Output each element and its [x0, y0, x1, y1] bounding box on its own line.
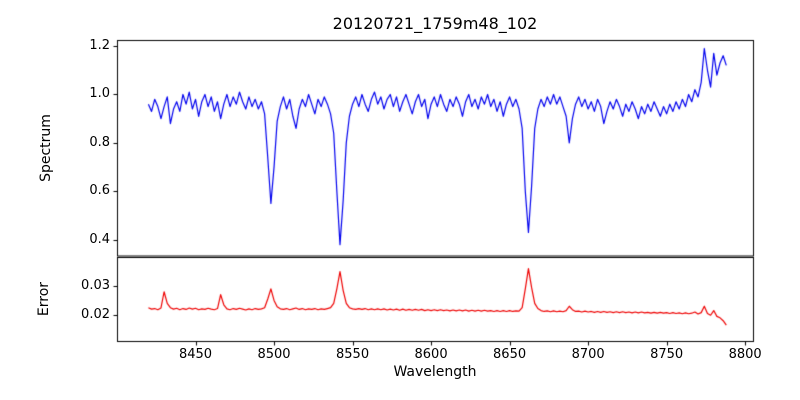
y-tick-label: 1.0: [89, 86, 110, 102]
x-axis-label: Wavelength: [393, 364, 477, 380]
y-tick-label: 0.4: [89, 231, 110, 247]
y-tick-label: 1.2: [89, 38, 110, 54]
x-tick-label: 8450: [178, 347, 213, 362]
x-tick-label: 8600: [414, 347, 448, 362]
y-tick-label: 0.02: [81, 306, 110, 322]
x-tick-label: 8650: [493, 347, 527, 362]
x-tick-label: 8550: [336, 347, 370, 362]
y-tick-label: 0.03: [81, 277, 110, 293]
x-tick-label: 8800: [728, 347, 762, 362]
y-axis-label-spectrum: Spectrum: [38, 114, 54, 182]
x-tick-label: 8700: [571, 347, 605, 362]
y-tick-label: 0.8: [89, 134, 110, 150]
chart-title: 20120721_1759m48_102: [332, 14, 538, 33]
y-tick-label: 0.6: [89, 183, 110, 199]
y-axis-label-error: Error: [36, 281, 52, 317]
x-tick-label: 8500: [257, 347, 291, 362]
x-tick-label: 8750: [650, 347, 684, 362]
